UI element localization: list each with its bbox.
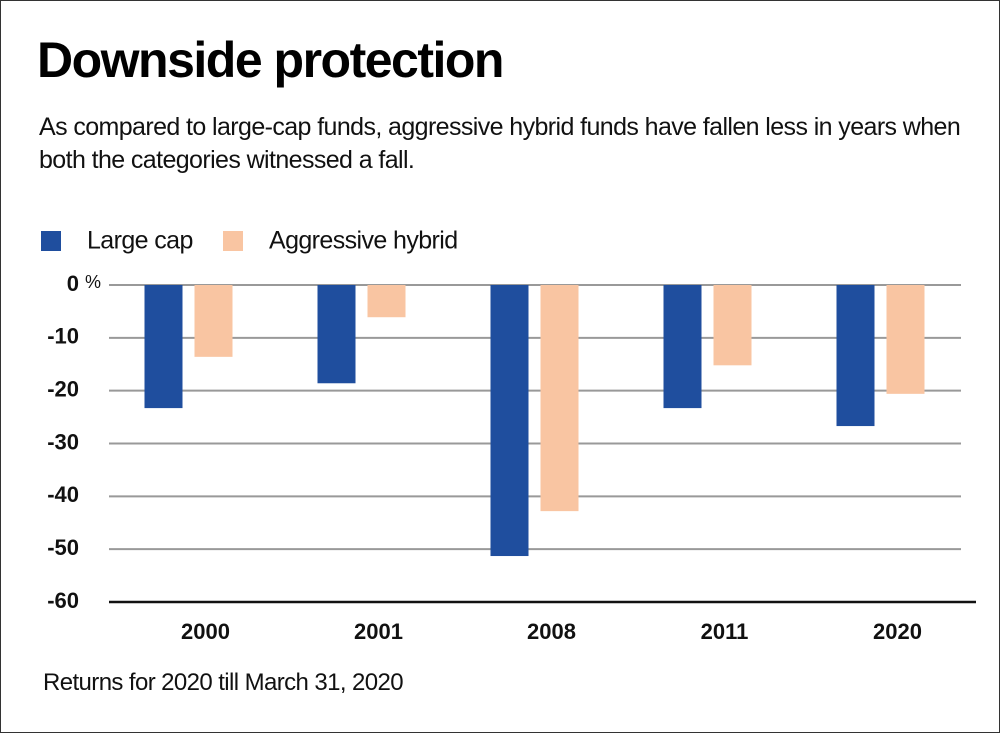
y-tick-label: -60 bbox=[47, 588, 79, 613]
bar bbox=[713, 285, 752, 366]
chart-note: Returns for 2020 till March 31, 2020 bbox=[43, 669, 404, 696]
x-tick-label: 2000 bbox=[181, 619, 230, 644]
legend-swatch bbox=[223, 231, 243, 251]
y-tick-label: -30 bbox=[47, 429, 79, 454]
bar bbox=[317, 285, 356, 384]
chart-title: Downside protection bbox=[37, 32, 504, 88]
legend-swatch bbox=[41, 231, 61, 251]
x-tick-label: 2008 bbox=[527, 619, 576, 644]
x-tick-label: 2001 bbox=[354, 619, 403, 644]
bar bbox=[663, 285, 702, 409]
bar bbox=[886, 285, 925, 394]
bar bbox=[490, 285, 529, 557]
y-tick-label: -20 bbox=[47, 376, 79, 401]
x-tick-label: 2011 bbox=[701, 619, 749, 644]
bar bbox=[836, 285, 875, 427]
y-tick-label: -50 bbox=[47, 535, 79, 560]
y-tick-label: -10 bbox=[47, 324, 79, 349]
y-unit-label: % bbox=[85, 272, 101, 292]
x-tick-label: 2020 bbox=[873, 619, 922, 644]
legend-label: Large cap bbox=[87, 227, 193, 255]
bar bbox=[194, 285, 233, 357]
chart-subtitle: As compared to large-cap funds, aggressi… bbox=[39, 113, 961, 174]
legend-label: Aggressive hybrid bbox=[269, 227, 458, 255]
bar bbox=[367, 285, 406, 318]
y-tick-label: 0 bbox=[67, 271, 79, 296]
bar bbox=[540, 285, 579, 512]
y-tick-label: -40 bbox=[47, 482, 79, 507]
bar bbox=[144, 285, 183, 409]
